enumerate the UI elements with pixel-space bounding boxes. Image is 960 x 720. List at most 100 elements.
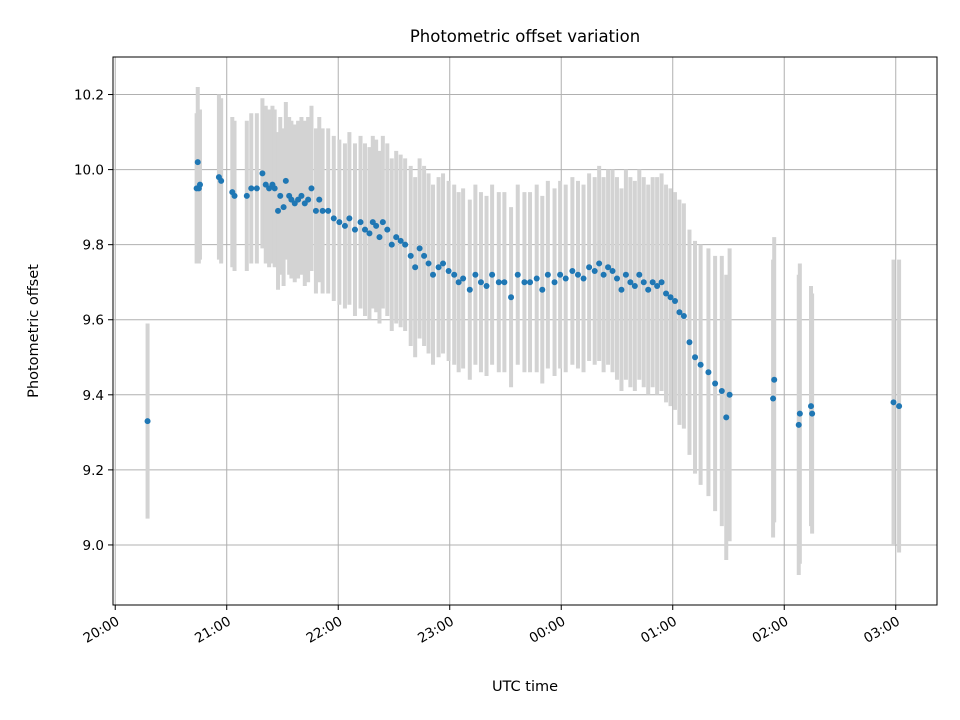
data-point [808,403,815,410]
data-point [483,282,490,289]
data-point [640,279,647,286]
data-point [574,271,581,278]
data-point [196,181,203,188]
data-point [586,264,593,271]
data-point [489,271,496,278]
data-point [325,207,332,214]
data-point [600,271,607,278]
chart-title: Photometric offset variation [410,27,640,46]
data-point [421,252,428,259]
data-point [580,275,587,282]
data-point [275,207,282,214]
data-point [271,185,278,192]
data-point [705,369,712,376]
data-point [430,271,437,278]
x-axis-label: UTC time [492,679,558,695]
data-point [194,159,201,166]
data-point [771,376,778,383]
data-point [361,226,368,233]
y-tick-label: 9.4 [83,388,104,404]
y-tick-label: 10.2 [74,88,104,104]
data-point [218,177,225,184]
data-point [298,192,305,199]
data-point [379,219,386,226]
data-point [357,219,364,226]
data-point [671,297,678,304]
data-point [341,222,348,229]
data-point [544,271,551,278]
data-point [501,279,508,286]
data-point [692,354,699,361]
data-point [376,234,383,241]
data-point [622,271,629,278]
y-tick-label: 9.0 [83,538,104,554]
data-point [440,260,447,267]
data-point [636,271,643,278]
y-tick-label: 9.2 [83,463,104,479]
data-point [723,414,730,421]
data-point [649,279,656,286]
data-point [259,170,266,177]
data-point [569,267,576,274]
data-point [562,275,569,282]
data-point [658,279,665,286]
data-point [521,279,528,286]
data-point [351,226,358,233]
data-point [412,264,419,271]
data-point [627,279,634,286]
data-point [663,290,670,297]
data-point [631,282,638,289]
data-point [451,271,458,278]
data-point [277,192,284,199]
data-point [890,399,897,406]
data-point [330,215,337,222]
data-points [144,159,903,428]
data-point [445,267,452,274]
data-point [477,279,484,286]
data-point [393,234,400,241]
data-point [455,279,462,286]
data-point [384,226,391,233]
data-point [770,395,777,402]
data-point [508,294,515,301]
data-point [718,388,725,395]
data-point [435,264,442,271]
data-point [596,260,603,267]
data-point [316,196,323,203]
data-point [697,361,704,368]
data-point [144,418,151,425]
plot-frame [112,56,938,606]
data-point [514,271,521,278]
data-point [712,380,719,387]
data-point [373,222,380,229]
data-point [466,286,473,293]
data-point [472,271,479,278]
data-point [667,294,674,301]
y-axis-label: Photometric offset [26,264,42,398]
data-point [253,185,260,192]
data-point [366,230,373,237]
data-point [308,185,315,192]
data-point [282,177,289,184]
data-point [680,312,687,319]
data-point [495,279,502,286]
data-point [346,215,353,222]
data-point [402,241,409,248]
data-point [551,279,558,286]
data-point [319,207,326,214]
data-point [231,192,238,199]
data-point [654,282,661,289]
data-point [796,410,803,417]
data-point [527,279,534,286]
data-point [407,252,414,259]
data-point [726,391,733,398]
data-point [645,286,652,293]
data-point [533,275,540,282]
data-point [539,286,546,293]
y-tick-label: 9.6 [83,313,104,329]
data-point [591,267,598,274]
data-point [425,260,432,267]
data-point [605,264,612,271]
data-point [312,207,319,214]
